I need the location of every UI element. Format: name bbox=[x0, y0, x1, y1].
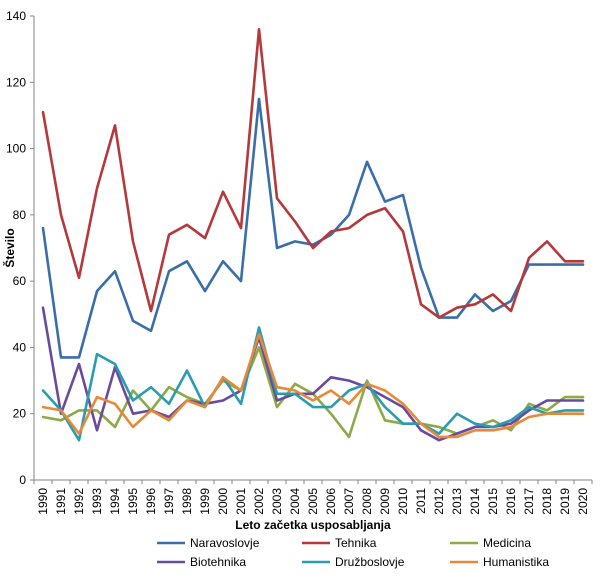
axes bbox=[30, 15, 593, 484]
legend-label: Naravoslovje bbox=[190, 536, 260, 550]
x-tick-label: 1999 bbox=[198, 488, 212, 515]
y-tick-labels: 0 20 40 60 80 100 120 140 bbox=[6, 9, 26, 487]
y-tick-label: 60 bbox=[13, 274, 27, 288]
x-tick-label: 2016 bbox=[504, 488, 518, 515]
series-line-tehnika bbox=[41, 27, 585, 319]
y-axis-title: Število bbox=[2, 228, 17, 267]
y-tick-label: 0 bbox=[19, 473, 26, 487]
y-tick-label: 120 bbox=[6, 75, 26, 89]
x-tick-label: 2019 bbox=[558, 488, 572, 515]
x-tick-label: 1997 bbox=[162, 488, 176, 515]
series-lines bbox=[41, 27, 585, 442]
x-tick-label: 1993 bbox=[90, 488, 104, 515]
x-tick-label: 2015 bbox=[486, 488, 500, 515]
y-tick-label: 20 bbox=[13, 407, 27, 421]
legend: Naravoslovje Tehnika Medicina Biotehnika Dru… bbox=[157, 536, 549, 569]
x-tick-label: 1994 bbox=[108, 488, 122, 515]
legend-item: Naravoslovje bbox=[157, 536, 260, 550]
x-tick-label: 2020 bbox=[576, 488, 590, 515]
x-tick-label: 1992 bbox=[72, 488, 86, 515]
series-line-biotehnika bbox=[41, 306, 585, 442]
x-tick-label: 2005 bbox=[306, 488, 320, 515]
series-line-družboslovje bbox=[41, 326, 585, 442]
x-tick-label: 1991 bbox=[54, 488, 68, 515]
x-tick-label: 2002 bbox=[252, 488, 266, 515]
x-tick-label: 1995 bbox=[126, 488, 140, 515]
x-tick-label: 1996 bbox=[144, 488, 158, 515]
series-line-humanistika bbox=[41, 332, 585, 439]
x-tick-label: 2013 bbox=[450, 488, 464, 515]
x-tick-label: 2010 bbox=[396, 488, 410, 515]
x-tick-label: 2014 bbox=[468, 488, 482, 515]
x-tick-label: 2001 bbox=[234, 488, 248, 515]
x-tick-label: 2000 bbox=[216, 488, 230, 515]
x-tick-label: 2003 bbox=[270, 488, 284, 515]
legend-item: Medicina bbox=[450, 536, 531, 550]
legend-label: Humanistika bbox=[483, 555, 549, 569]
x-axis-title: Leto začetka usposabljanja bbox=[235, 518, 391, 532]
x-tick-label: 1998 bbox=[180, 488, 194, 515]
series-line-naravoslovje bbox=[41, 97, 585, 359]
x-tick-label: 2018 bbox=[540, 488, 554, 515]
x-tick-label: 2006 bbox=[324, 488, 338, 515]
y-tick-label: 80 bbox=[13, 208, 27, 222]
legend-item: Tehnika bbox=[302, 536, 377, 550]
legend-label: Tehnika bbox=[335, 536, 377, 550]
x-tick-labels: 1990 1991 1992 1993 1994 1995 1996 1997 1998 1999… bbox=[36, 488, 590, 515]
legend-label: Biotehnika bbox=[190, 555, 246, 569]
x-tick-label: 2009 bbox=[378, 488, 392, 515]
legend-item: Družboslovje bbox=[302, 555, 405, 569]
y-tick-label: 40 bbox=[13, 340, 27, 354]
x-tick-label: 2008 bbox=[360, 488, 374, 515]
x-tick-label: 2004 bbox=[288, 488, 302, 515]
x-tick-label: 2007 bbox=[342, 488, 356, 515]
x-tick-label: 1990 bbox=[36, 488, 50, 515]
legend-item: Humanistika bbox=[450, 555, 549, 569]
x-tick-label: 2011 bbox=[414, 488, 428, 514]
legend-item: Biotehnika bbox=[157, 555, 246, 569]
x-tick-label: 2017 bbox=[522, 488, 536, 515]
y-tick-label: 100 bbox=[6, 142, 26, 156]
legend-label: Družboslovje bbox=[335, 555, 405, 569]
legend-label: Medicina bbox=[483, 536, 531, 550]
y-tick-label: 140 bbox=[6, 9, 26, 23]
x-tick-label: 2012 bbox=[432, 488, 446, 515]
